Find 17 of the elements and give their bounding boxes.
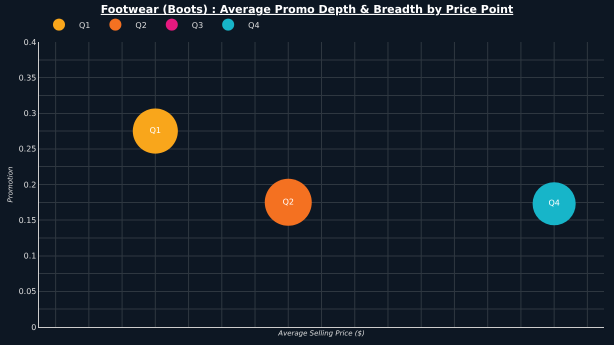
text: Q2 [282,197,294,206]
y-tick-label: 0.15 [18,216,36,225]
legend-label: Q3 [192,20,204,30]
y-tick-label: 0 [31,322,36,332]
y-tick-label: 0.25 [18,144,36,154]
legend-label: Q1 [79,20,90,30]
chart-title: Footwear (Boots) : Average Promo Depth & Breadth by Price Point [100,2,514,16]
legend-label: Q2 [135,20,147,30]
y-tick-label: 0.4 [24,38,36,47]
text: Q4 [548,198,560,208]
legend-label: Q4 [248,20,260,30]
y-tick-label: 0.35 [18,73,36,82]
y-tick-label: 0.05 [18,287,36,296]
y-tick-label: 0.3 [24,109,36,118]
y-tick-label: 0.2 [24,180,36,190]
y-tick-label: 0.1 [24,252,36,261]
text: Q1 [150,126,162,136]
